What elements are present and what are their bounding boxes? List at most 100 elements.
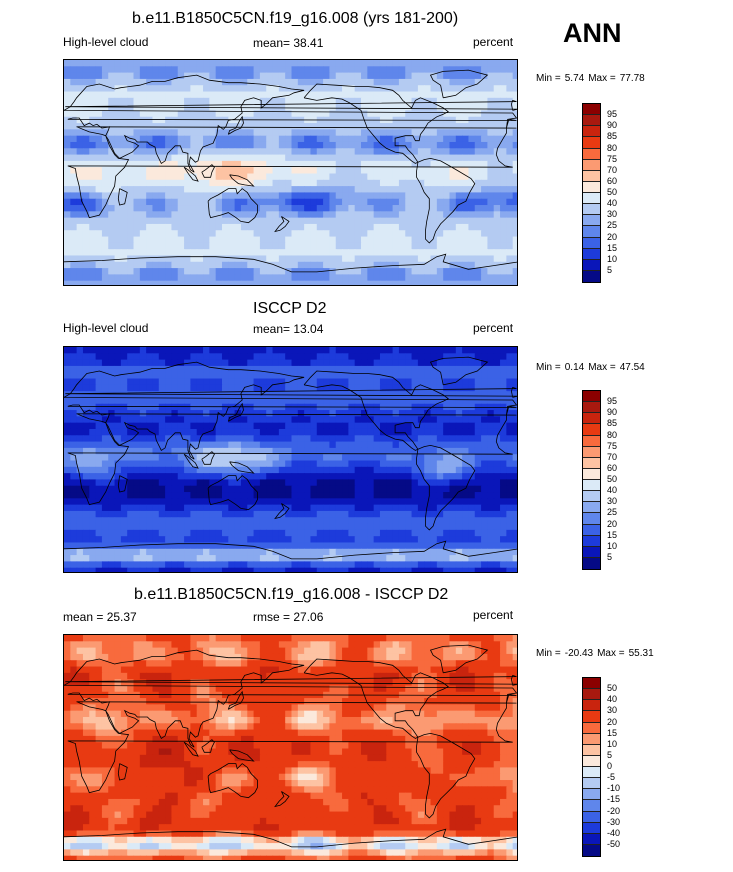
map-cell: [240, 268, 248, 275]
map-cell: [411, 160, 419, 168]
map-cell: [493, 523, 501, 531]
map-cell: [171, 359, 179, 367]
map-cell: [474, 211, 482, 219]
map-cell: [196, 529, 204, 537]
map-cell: [139, 104, 147, 112]
map-cell: [449, 129, 457, 137]
map-cell: [171, 384, 179, 392]
map-cell: [221, 542, 229, 550]
map-cell: [462, 473, 470, 481]
map-cell: [474, 280, 482, 285]
panel2-map-svg: [64, 347, 517, 572]
map-cell: [190, 460, 198, 468]
map-cell: [278, 378, 286, 386]
map-cell: [89, 154, 97, 162]
map-cell: [468, 242, 476, 250]
map-cell: [209, 365, 217, 373]
map-cell: [291, 542, 299, 550]
map-cell: [411, 391, 419, 399]
map-cell: [493, 422, 501, 430]
map-cell: [455, 347, 463, 354]
map-cell: [417, 510, 425, 518]
map-cell: [234, 548, 242, 556]
map-cell: [373, 198, 381, 206]
map-cell: [354, 141, 362, 149]
map-cell: [247, 517, 255, 525]
map-cell: [493, 510, 501, 518]
map-cell: [474, 249, 482, 257]
map-cell: [373, 466, 381, 474]
map-cell: [424, 217, 432, 225]
map-cell: [500, 230, 507, 238]
map-cell: [70, 129, 78, 137]
map-cell: [316, 447, 324, 455]
map-cell: [247, 211, 255, 219]
map-cell: [474, 91, 482, 99]
map-cell: [335, 249, 343, 257]
map-cell: [253, 416, 261, 424]
map-cell: [133, 242, 141, 250]
map-cell: [133, 542, 141, 550]
map-cell: [335, 230, 343, 238]
map-cell: [361, 498, 368, 506]
map-cell: [139, 365, 147, 373]
map-cell: [278, 179, 286, 187]
map-cell: [95, 173, 103, 181]
map-cell: [272, 378, 280, 386]
map-cell: [209, 60, 217, 67]
map-cell: [139, 536, 147, 544]
map-cell: [196, 173, 204, 181]
map-cell: [272, 441, 280, 449]
map-cell: [184, 198, 191, 206]
map-cell: [392, 441, 400, 449]
map-cell: [234, 173, 242, 181]
map-cell: [70, 249, 78, 257]
map-cell: [253, 242, 261, 250]
map-cell: [278, 428, 286, 436]
map-cell: [89, 160, 97, 168]
map-cell: [474, 60, 482, 67]
map-cell: [76, 542, 84, 550]
map-cell: [474, 492, 482, 499]
map-cell: [411, 198, 419, 206]
map-cell: [316, 110, 324, 118]
map-cell: [468, 517, 476, 525]
map-cell: [493, 542, 501, 550]
map-cell: [203, 242, 210, 250]
map-cell: [417, 78, 425, 86]
map-cell: [209, 141, 217, 149]
map-cell: [500, 466, 507, 474]
map-cell: [165, 479, 173, 487]
map-cell: [89, 280, 97, 285]
map-cell: [70, 198, 78, 206]
map-cell: [398, 72, 406, 80]
map-cell: [221, 378, 229, 386]
map-cell: [481, 460, 488, 468]
map-cell: [139, 416, 147, 424]
map-cell: [209, 517, 217, 525]
map-cell: [240, 523, 248, 531]
map-cell: [196, 72, 204, 80]
map-cell: [329, 384, 337, 392]
map-cell: [392, 473, 400, 481]
map-cell: [405, 167, 413, 175]
map-cell: [209, 441, 217, 449]
map-cell: [392, 498, 400, 506]
map-cell: [95, 230, 103, 238]
map-cell: [379, 261, 387, 269]
map-cell: [76, 416, 84, 424]
map-cell: [139, 268, 147, 275]
map-cell: [367, 242, 375, 250]
map-cell: [108, 353, 116, 361]
map-cell: [139, 504, 147, 512]
map-cell: [259, 523, 267, 531]
map-cell: [367, 160, 375, 168]
map-cell: [500, 422, 507, 430]
map-cell: [335, 485, 343, 493]
map-cell: [342, 536, 349, 544]
map-cell: [228, 416, 236, 424]
map-cell: [266, 198, 274, 206]
panel2-left-label: High-level cloud: [63, 321, 149, 335]
map-cell: [455, 447, 463, 455]
map-cell: [247, 510, 255, 518]
